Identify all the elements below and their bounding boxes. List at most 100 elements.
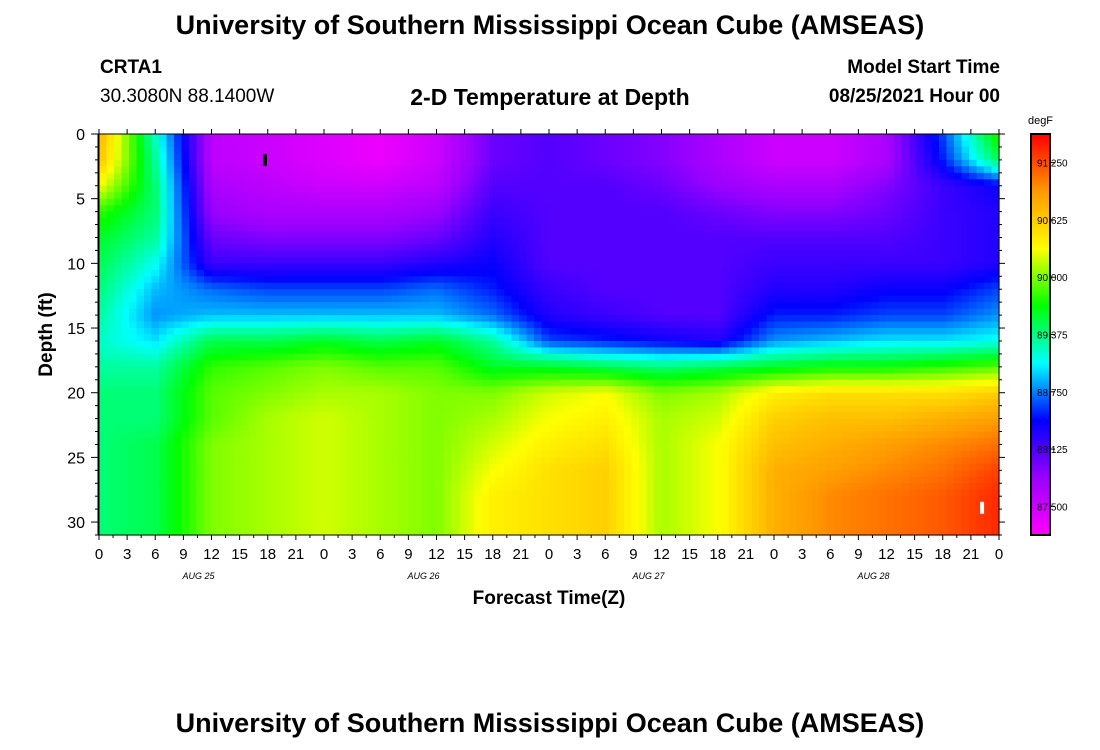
heatmap-cell <box>736 198 745 206</box>
heatmap-cell <box>534 250 543 258</box>
heatmap-cell <box>279 308 288 316</box>
heatmap-cell <box>481 321 490 329</box>
heatmap-cell <box>556 140 565 148</box>
heatmap-cell <box>916 140 925 148</box>
heatmap-cell <box>946 276 955 284</box>
heatmap-cell <box>121 198 130 206</box>
heatmap-cell <box>916 172 925 180</box>
heatmap-cell <box>729 289 738 297</box>
heatmap-cell <box>931 269 940 277</box>
heatmap-cell <box>181 315 190 323</box>
heatmap-cell <box>121 321 130 329</box>
heatmap-cell <box>106 211 115 219</box>
heatmap-cell <box>391 340 400 349</box>
heatmap-cell <box>676 386 685 394</box>
heatmap-cell <box>249 321 258 329</box>
heatmap-cell <box>436 192 445 200</box>
heatmap-cell <box>174 373 183 381</box>
heatmap-cell <box>984 315 993 323</box>
heatmap-cell <box>339 185 348 193</box>
heatmap-cell <box>271 269 280 277</box>
heatmap-cell <box>324 295 333 303</box>
heatmap-cell <box>316 302 325 310</box>
heatmap-cell <box>106 250 115 258</box>
heatmap-cell <box>391 250 400 258</box>
heatmap-cell <box>369 302 378 310</box>
heatmap-cell <box>166 399 175 407</box>
heatmap-cell <box>376 386 385 394</box>
heatmap-cell <box>346 328 355 336</box>
heatmap-cell <box>166 263 175 271</box>
heatmap-cell <box>586 269 595 277</box>
heatmap-cell <box>511 263 520 271</box>
heatmap-cell <box>294 282 303 290</box>
heatmap-cell <box>166 231 175 239</box>
heatmap-cell <box>264 392 273 400</box>
heatmap-cell <box>309 379 318 387</box>
heatmap-cell <box>189 328 198 336</box>
heatmap-cell <box>781 166 790 174</box>
heatmap-cell <box>736 373 745 381</box>
heatmap-cell <box>639 166 648 174</box>
heatmap-cell <box>601 231 610 239</box>
heatmap-cell <box>511 373 520 381</box>
heatmap-cell <box>219 328 228 336</box>
heatmap-cell <box>429 315 438 323</box>
heatmap-cell <box>946 360 955 368</box>
heatmap-cell <box>279 140 288 148</box>
heatmap-cell <box>241 302 250 310</box>
heatmap-cell <box>121 340 130 349</box>
heatmap-cell <box>151 328 160 336</box>
heatmap-cell <box>324 263 333 271</box>
heatmap-cell <box>406 315 415 323</box>
heatmap-cell <box>384 373 393 381</box>
heatmap-cell <box>751 237 760 245</box>
heatmap-cell <box>481 256 490 264</box>
heatmap-cell <box>969 289 978 297</box>
heatmap-cell <box>264 159 273 167</box>
heatmap-cell <box>189 373 198 381</box>
heatmap-cell <box>556 321 565 329</box>
heatmap-cell <box>286 134 295 142</box>
heatmap-cell <box>826 153 835 161</box>
heatmap-cell <box>136 146 145 155</box>
heatmap-cell <box>384 134 393 142</box>
heatmap-cell <box>871 250 880 258</box>
heatmap-cell <box>256 198 265 206</box>
heatmap-cell <box>489 224 498 232</box>
heatmap-cell <box>534 205 543 213</box>
heatmap-cell <box>549 315 558 323</box>
heatmap-cell <box>204 347 213 355</box>
heatmap-cell <box>954 373 963 381</box>
heatmap-cell <box>256 134 265 142</box>
heatmap-cell <box>684 243 693 252</box>
heatmap-cell <box>181 243 190 252</box>
heatmap-cell <box>271 198 280 206</box>
heatmap-cell <box>234 179 243 187</box>
heatmap-cell <box>144 256 153 264</box>
heatmap-cell <box>684 328 693 336</box>
heatmap-cell <box>511 315 520 323</box>
heatmap-cell <box>954 360 963 368</box>
heatmap-cell <box>954 172 963 180</box>
heatmap-cell <box>594 276 603 284</box>
heatmap-cell <box>256 192 265 200</box>
heatmap-cell <box>969 315 978 323</box>
heatmap-cell <box>774 237 783 245</box>
heatmap-cell <box>271 282 280 290</box>
heatmap-cell <box>624 386 633 394</box>
heatmap-cell <box>451 192 460 200</box>
heatmap-cell <box>399 379 408 387</box>
heatmap-cell <box>151 256 160 264</box>
heatmap-cell <box>151 146 160 155</box>
heatmap-cell <box>654 256 663 264</box>
heatmap-cell <box>916 295 925 303</box>
heatmap-cell <box>324 282 333 290</box>
heatmap-cell <box>961 269 970 277</box>
heatmap-cell <box>519 392 528 400</box>
heatmap-cell <box>804 347 813 355</box>
heatmap-cell <box>969 134 978 142</box>
heatmap-cell <box>826 302 835 310</box>
heatmap-cell <box>706 360 715 368</box>
heatmap-cell <box>886 153 895 161</box>
